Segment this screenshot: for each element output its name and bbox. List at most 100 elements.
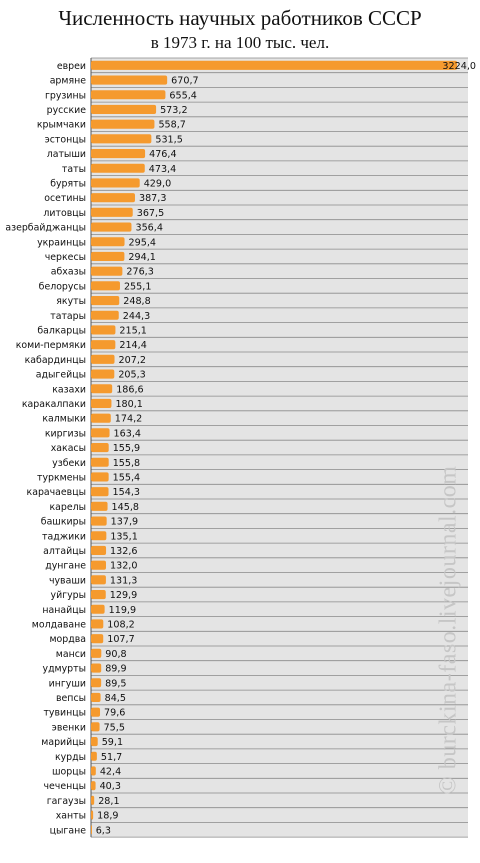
- value-label: 248,8: [123, 296, 150, 307]
- bar: [91, 516, 107, 526]
- category-label: чеченцы: [43, 781, 86, 792]
- value-label: 429,0: [144, 178, 171, 189]
- value-label: 558,7: [158, 120, 185, 131]
- bar: [91, 472, 109, 482]
- category-label: коми-пермяки: [16, 340, 86, 351]
- category-label: таты: [62, 164, 86, 175]
- value-label: 90,8: [105, 649, 126, 660]
- value-label: 205,3: [118, 370, 145, 381]
- bar: [91, 736, 98, 747]
- value-label: 155,8: [113, 458, 140, 469]
- bar: [91, 825, 92, 835]
- value-label: 214,4: [119, 340, 146, 351]
- value-label: 18,9: [97, 811, 118, 822]
- bar: [91, 781, 96, 791]
- bar: [91, 589, 106, 600]
- bar: [91, 442, 109, 453]
- category-label: русские: [47, 105, 87, 116]
- bar: [91, 148, 146, 159]
- bar: [91, 692, 101, 703]
- bar: [91, 60, 458, 70]
- bar: [91, 75, 168, 85]
- bar: [91, 354, 115, 364]
- category-label: балкарцы: [37, 325, 86, 336]
- bar: [91, 134, 152, 144]
- bar: [91, 457, 109, 467]
- category-label: осетины: [44, 193, 86, 204]
- category-label: грузины: [45, 90, 86, 101]
- category-label: дунгане: [45, 561, 86, 572]
- category-label: таджики: [42, 531, 86, 542]
- bar: [91, 119, 155, 129]
- category-label: буряты: [50, 178, 86, 189]
- value-label: 129,9: [110, 590, 137, 601]
- value-label: 75,5: [104, 722, 125, 733]
- value-label: 6,3: [96, 825, 111, 836]
- bar: [91, 251, 125, 262]
- value-label: 367,5: [137, 208, 164, 219]
- value-label: 387,3: [139, 193, 166, 204]
- category-label: кабардинцы: [25, 355, 86, 366]
- category-label: вепсы: [56, 693, 86, 704]
- watermark: © burckina-faso.livejournal.com: [435, 465, 462, 795]
- value-label: 59,1: [102, 737, 123, 748]
- category-label: тувинцы: [43, 708, 86, 719]
- bar: [91, 634, 104, 644]
- bar: [91, 178, 140, 188]
- bar: [91, 413, 111, 423]
- bar: [91, 707, 101, 717]
- value-label: 155,9: [113, 443, 140, 454]
- category-label: ханты: [56, 811, 86, 822]
- category-label: карелы: [49, 502, 86, 513]
- value-label: 174,2: [115, 414, 142, 425]
- value-label: 356,4: [135, 223, 162, 234]
- category-label: калмыки: [42, 414, 86, 425]
- bar: [91, 222, 132, 232]
- category-label: гагаузы: [47, 796, 86, 807]
- value-label: 131,3: [110, 575, 137, 586]
- value-label: 155,4: [113, 472, 140, 483]
- category-label: чуваши: [49, 575, 86, 586]
- bar: [91, 678, 102, 688]
- category-label: эстонцы: [45, 134, 86, 145]
- bar: [91, 207, 133, 217]
- bar: [91, 428, 110, 438]
- bar: [91, 340, 116, 350]
- category-label: татары: [50, 311, 86, 322]
- category-label: черкесы: [45, 252, 86, 263]
- value-label: 145,8: [112, 502, 139, 513]
- bar: [91, 398, 112, 409]
- category-label: нанайцы: [42, 605, 86, 616]
- category-label: уйгуры: [51, 590, 86, 601]
- value-label: 180,1: [115, 399, 142, 410]
- bar: [91, 648, 102, 658]
- value-label: 531,5: [155, 134, 182, 145]
- category-label: киргизы: [45, 428, 86, 439]
- value-label: 108,2: [107, 619, 134, 630]
- value-label: 40,3: [100, 781, 121, 792]
- value-label: 573,2: [160, 105, 187, 116]
- value-label: 119,9: [109, 605, 136, 616]
- bar: [91, 795, 95, 805]
- category-label: удмурты: [43, 664, 86, 675]
- value-label: 295,4: [129, 237, 156, 248]
- bar: [91, 193, 135, 203]
- category-label: белорусы: [39, 281, 86, 292]
- value-label: 28,1: [98, 796, 119, 807]
- category-label: адыгейцы: [36, 370, 86, 381]
- value-label: 154,3: [113, 487, 140, 498]
- bar: [91, 619, 104, 629]
- value-label: 473,4: [149, 164, 176, 175]
- category-label: туркмены: [37, 472, 86, 483]
- category-label: эвенки: [52, 722, 86, 733]
- value-label: 89,5: [105, 678, 126, 689]
- category-label: литовцы: [43, 208, 86, 219]
- category-label: алтайцы: [43, 546, 86, 557]
- bar: [91, 604, 105, 614]
- value-label: 186,6: [116, 384, 143, 395]
- category-label: карачаевцы: [27, 487, 86, 498]
- value-label: 244,3: [123, 311, 150, 322]
- bar: [91, 384, 113, 394]
- value-label: 255,1: [124, 281, 151, 292]
- category-label: манси: [56, 649, 86, 660]
